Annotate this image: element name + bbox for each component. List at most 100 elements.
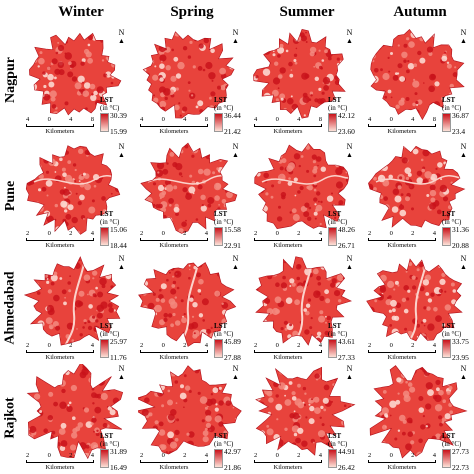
scale-tick-label: 0 <box>161 342 165 349</box>
legend-color-ramp <box>442 227 451 246</box>
scale-tick-label: 2 <box>183 342 187 349</box>
north-label: N <box>118 28 125 37</box>
north-label: N <box>232 28 239 37</box>
lst-map-nagpur-autumn <box>370 29 465 121</box>
scale-bar: 2 0 2 4 Kilometers <box>254 342 322 361</box>
north-arrow-icon: N ▲ <box>346 28 353 45</box>
scale-tick-label: 0 <box>161 452 165 459</box>
lst-map-ahmedabad-summer <box>255 256 353 346</box>
scale-bar: 2 0 2 4 Kilometers <box>368 342 436 361</box>
map-panel-nagpur-winter: N ▲ LST (in °C) 30.39 15.99 4 0 4 8 Kilometers <box>24 28 136 138</box>
scale-bar: 2 0 2 4 Kilometers <box>254 452 322 471</box>
legend-color-ramp <box>100 113 109 132</box>
scale-bar-line <box>254 460 322 463</box>
legend-title: LST <box>214 322 228 330</box>
scale-tick-label: 4 <box>368 116 372 123</box>
scale-unit-label: Kilometers <box>387 464 417 471</box>
legend-unit: (in °C) <box>214 440 234 448</box>
map-panel-ahmedabad-winter: N ▲ LST (in °C) 25.97 11.76 2 0 2 4 Kilometers <box>24 254 136 364</box>
legend-color-ramp <box>328 113 337 132</box>
legend-low-value: 21.86 <box>224 463 241 472</box>
scale-tick-label: 0 <box>275 230 279 237</box>
map-panel-ahmedabad-spring: N ▲ LST (in °C) 45.89 27.88 2 0 2 4 Kilometers <box>138 254 250 364</box>
scale-tick-label: 2 <box>411 230 415 237</box>
scale-bar-line <box>26 238 94 241</box>
scale-tick-label: 2 <box>183 230 187 237</box>
scale-tick-label: 4 <box>90 342 94 349</box>
scale-bar-line <box>254 124 322 127</box>
legend-high-value: 27.73 <box>452 447 469 456</box>
scale-tick-label: 2 <box>411 452 415 459</box>
scale-bar-line <box>368 124 436 127</box>
scale-tick-label: 4 <box>69 116 73 123</box>
scale-tick-label: 0 <box>161 230 165 237</box>
scale-tick-label: 4 <box>432 230 436 237</box>
legend-unit: (in °C) <box>100 330 120 338</box>
scale-unit-label: Kilometers <box>159 128 189 135</box>
north-arrow-icon: N ▲ <box>232 28 239 45</box>
legend-color-ramp <box>100 339 109 358</box>
legend-high-value: 25.97 <box>110 337 127 346</box>
scale-tick-label: 0 <box>47 230 51 237</box>
legend-high-value: 45.89 <box>224 337 241 346</box>
legend-title: LST <box>100 322 114 330</box>
scale-tick-label: 8 <box>432 116 436 123</box>
scale-tick-label: 2 <box>69 230 73 237</box>
scale-tick-label: 2 <box>411 342 415 349</box>
legend-low-value: 26.42 <box>338 463 355 472</box>
legend-color-ramp <box>442 113 451 132</box>
legend-high-value: 42.97 <box>224 447 241 456</box>
legend-color-ramp <box>214 449 223 468</box>
legend-title: LST <box>100 210 114 218</box>
scale-tick-label: 2 <box>297 452 301 459</box>
legend-low-value: 18.44 <box>110 241 127 250</box>
legend-unit: (in °C) <box>442 330 462 338</box>
scale-bar: 4 0 4 8 Kilometers <box>140 116 208 135</box>
north-label: N <box>118 254 125 263</box>
scale-tick-label: 4 <box>318 342 322 349</box>
legend-unit: (in °C) <box>328 104 348 112</box>
lst-map-ahmedabad-winter <box>24 256 121 346</box>
lst-legend: LST (in °C) 45.89 27.88 <box>214 322 250 364</box>
north-arrow-icon: N ▲ <box>346 142 353 159</box>
legend-color-ramp <box>100 449 109 468</box>
legend-high-value: 42.12 <box>338 111 355 120</box>
legend-color-ramp <box>100 227 109 246</box>
scale-tick-label: 4 <box>26 116 30 123</box>
scale-tick-label: 2 <box>69 342 73 349</box>
lst-legend: LST (in °C) 15.06 18.44 <box>100 210 136 252</box>
scale-unit-label: Kilometers <box>159 464 189 471</box>
lst-legend: LST (in °C) 43.61 27.33 <box>328 322 364 364</box>
north-label: N <box>232 364 239 373</box>
scale-tick-label: 0 <box>389 230 393 237</box>
scale-bar-line <box>140 238 208 241</box>
lst-legend: LST (in °C) 42.97 21.86 <box>214 432 250 474</box>
north-arrow-icon: N ▲ <box>232 254 239 271</box>
north-arrow-icon: N ▲ <box>118 142 125 159</box>
lst-map-rajkot-spring <box>138 365 242 455</box>
north-label: N <box>460 364 467 373</box>
lst-legend: LST (in °C) 42.12 23.60 <box>328 96 364 138</box>
scale-unit-label: Kilometers <box>159 242 189 249</box>
legend-low-value: 22.73 <box>452 463 469 472</box>
scale-bar-line <box>254 238 322 241</box>
scale-tick-label: 2 <box>254 342 258 349</box>
legend-high-value: 44.91 <box>338 447 355 456</box>
legend-unit: (in °C) <box>442 218 462 226</box>
north-label: N <box>346 254 353 263</box>
legend-high-value: 43.61 <box>338 337 355 346</box>
scale-tick-label: 2 <box>368 342 372 349</box>
scale-tick-label: 4 <box>432 452 436 459</box>
legend-low-value: 23.60 <box>338 127 355 136</box>
lst-map-rajkot-autumn <box>369 365 468 459</box>
scale-tick-label: 0 <box>161 116 165 123</box>
scale-tick-label: 4 <box>140 116 144 123</box>
lst-legend: LST (in °C) 31.89 16.49 <box>100 432 136 474</box>
legend-color-ramp <box>328 227 337 246</box>
map-panel-rajkot-winter: N ▲ LST (in °C) 31.89 16.49 2 0 2 4 Kilometers <box>24 364 136 474</box>
north-arrow-icon: N ▲ <box>460 142 467 159</box>
legend-title: LST <box>328 322 342 330</box>
city-label-rajkot: Rajkot <box>3 397 19 439</box>
scale-unit-label: Kilometers <box>159 354 189 361</box>
lst-legend: LST (in °C) 36.87 23.4 <box>442 96 474 138</box>
